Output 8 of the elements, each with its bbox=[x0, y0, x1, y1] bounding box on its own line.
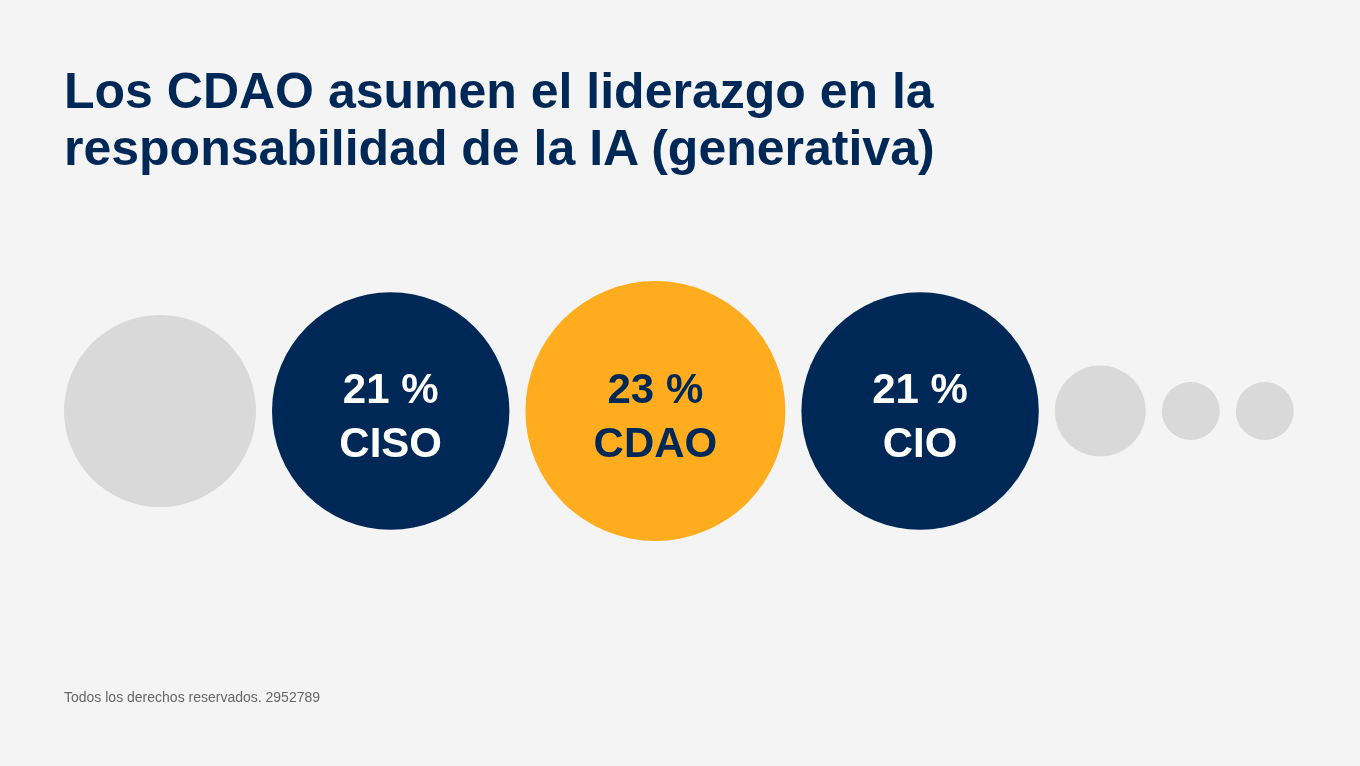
category-label: CISO bbox=[339, 419, 443, 466]
text: Todos los derechos reservados. 2952789 bbox=[64, 689, 321, 705]
data-label: 21 % bbox=[342, 365, 439, 412]
text: Los CDAO asumen el liderazgo en la responsabilidad de la IA (generativa) bbox=[64, 63, 935, 176]
data-label: 23 % bbox=[607, 365, 704, 412]
category-label: CDAO bbox=[593, 419, 718, 466]
category-label: CIO bbox=[882, 419, 958, 466]
data-label: 21 % bbox=[872, 365, 968, 412]
